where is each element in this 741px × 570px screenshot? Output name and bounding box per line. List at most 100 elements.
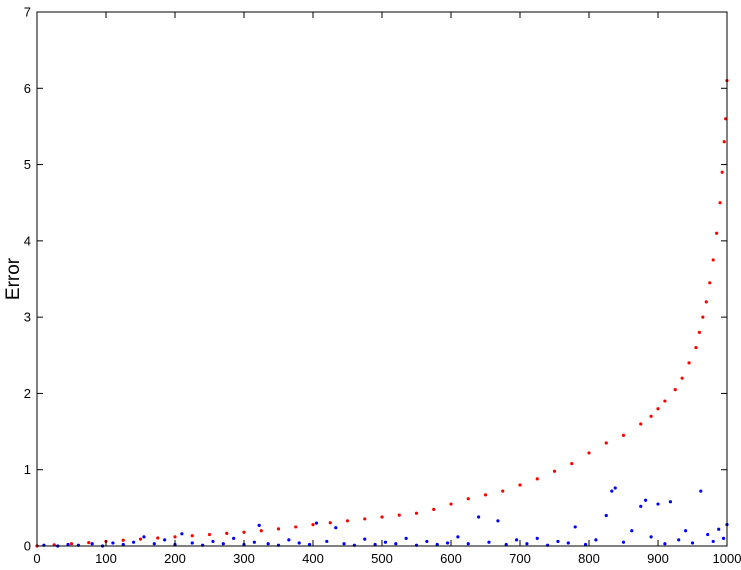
data-point xyxy=(535,536,539,540)
data-point xyxy=(711,258,715,262)
data-point xyxy=(435,542,439,547)
data-point xyxy=(570,462,574,466)
data-point xyxy=(721,536,726,540)
data-point xyxy=(276,527,281,531)
data-point xyxy=(535,477,539,481)
x-tick-label: 700 xyxy=(509,551,531,566)
data-point xyxy=(680,376,684,380)
data-point xyxy=(363,537,367,541)
data-point xyxy=(639,422,643,426)
data-point xyxy=(425,539,429,544)
data-point xyxy=(111,541,115,545)
data-point xyxy=(711,539,715,544)
data-point xyxy=(132,540,136,544)
data-point xyxy=(328,521,332,525)
data-point xyxy=(394,542,398,546)
data-point xyxy=(694,346,698,350)
data-point xyxy=(487,540,491,544)
data-point xyxy=(501,489,505,493)
data-point xyxy=(456,535,460,539)
x-tick-label: 1000 xyxy=(713,551,741,566)
data-point xyxy=(190,534,194,538)
data-point xyxy=(724,117,728,121)
data-point xyxy=(156,536,160,540)
data-point xyxy=(684,529,688,533)
data-point xyxy=(649,414,653,418)
data-point xyxy=(373,542,377,547)
x-tick-label: 100 xyxy=(95,551,117,566)
blue-series xyxy=(42,486,729,548)
data-point xyxy=(673,388,677,392)
data-point xyxy=(397,513,401,517)
data-point xyxy=(583,542,588,547)
data-point xyxy=(722,140,726,144)
data-point xyxy=(287,538,291,542)
data-point xyxy=(173,535,177,539)
data-point xyxy=(715,231,719,235)
data-point xyxy=(211,539,215,544)
data-point xyxy=(566,541,570,545)
y-tick-label: 2 xyxy=(24,386,31,401)
data-point xyxy=(180,532,184,536)
data-point xyxy=(621,433,626,437)
y-tick-label: 0 xyxy=(24,539,31,554)
data-point xyxy=(445,541,450,545)
x-tick-label: 600 xyxy=(440,551,462,566)
data-point xyxy=(311,523,315,527)
data-point xyxy=(466,497,470,501)
data-point xyxy=(414,511,419,515)
data-point xyxy=(699,489,703,493)
data-point xyxy=(257,523,261,528)
data-point xyxy=(266,542,270,546)
x-tick-label: 500 xyxy=(371,551,393,566)
y-tick-label: 4 xyxy=(24,233,31,248)
data-point xyxy=(477,515,481,519)
data-point xyxy=(587,451,591,455)
data-point xyxy=(668,500,673,504)
data-point xyxy=(708,281,712,285)
data-point xyxy=(190,541,194,545)
data-point xyxy=(496,519,500,523)
data-point xyxy=(556,539,560,544)
data-point xyxy=(613,486,617,490)
data-point xyxy=(466,542,470,546)
data-point xyxy=(594,538,598,542)
data-point xyxy=(69,542,74,546)
data-point xyxy=(604,441,608,445)
data-point xyxy=(604,513,608,518)
data-point xyxy=(314,521,319,525)
data-point xyxy=(66,542,70,547)
data-point xyxy=(649,535,653,539)
data-point xyxy=(297,541,301,545)
data-point xyxy=(630,529,634,533)
data-point xyxy=(643,498,648,502)
data-point xyxy=(252,540,256,544)
data-point xyxy=(207,532,212,537)
x-tick-label: 400 xyxy=(302,551,324,566)
data-point xyxy=(142,535,146,539)
data-point xyxy=(87,540,91,545)
data-point xyxy=(307,542,312,547)
data-point xyxy=(706,532,710,537)
x-tick-label: 0 xyxy=(33,551,40,566)
data-point xyxy=(656,407,660,411)
data-point xyxy=(697,330,702,334)
data-point xyxy=(242,530,246,534)
axis-ticks: 0 100 200 300 400 500 600 700 800 900 1000 0 1 2 3 4 5 6 7 xyxy=(24,5,741,567)
y-tick-label: 1 xyxy=(24,462,31,477)
data-point xyxy=(404,536,408,540)
data-point xyxy=(663,399,667,403)
data-point xyxy=(221,542,225,546)
data-point xyxy=(610,489,614,493)
data-point xyxy=(677,538,681,542)
data-point xyxy=(334,526,338,530)
data-point xyxy=(518,483,522,487)
data-point xyxy=(573,525,577,529)
x-tick-label: 800 xyxy=(578,551,600,566)
data-point xyxy=(621,540,626,544)
y-tick-label: 6 xyxy=(24,81,31,96)
x-tick-label: 300 xyxy=(233,551,255,566)
data-point xyxy=(656,502,660,506)
data-point xyxy=(152,542,156,546)
data-point xyxy=(121,542,125,547)
